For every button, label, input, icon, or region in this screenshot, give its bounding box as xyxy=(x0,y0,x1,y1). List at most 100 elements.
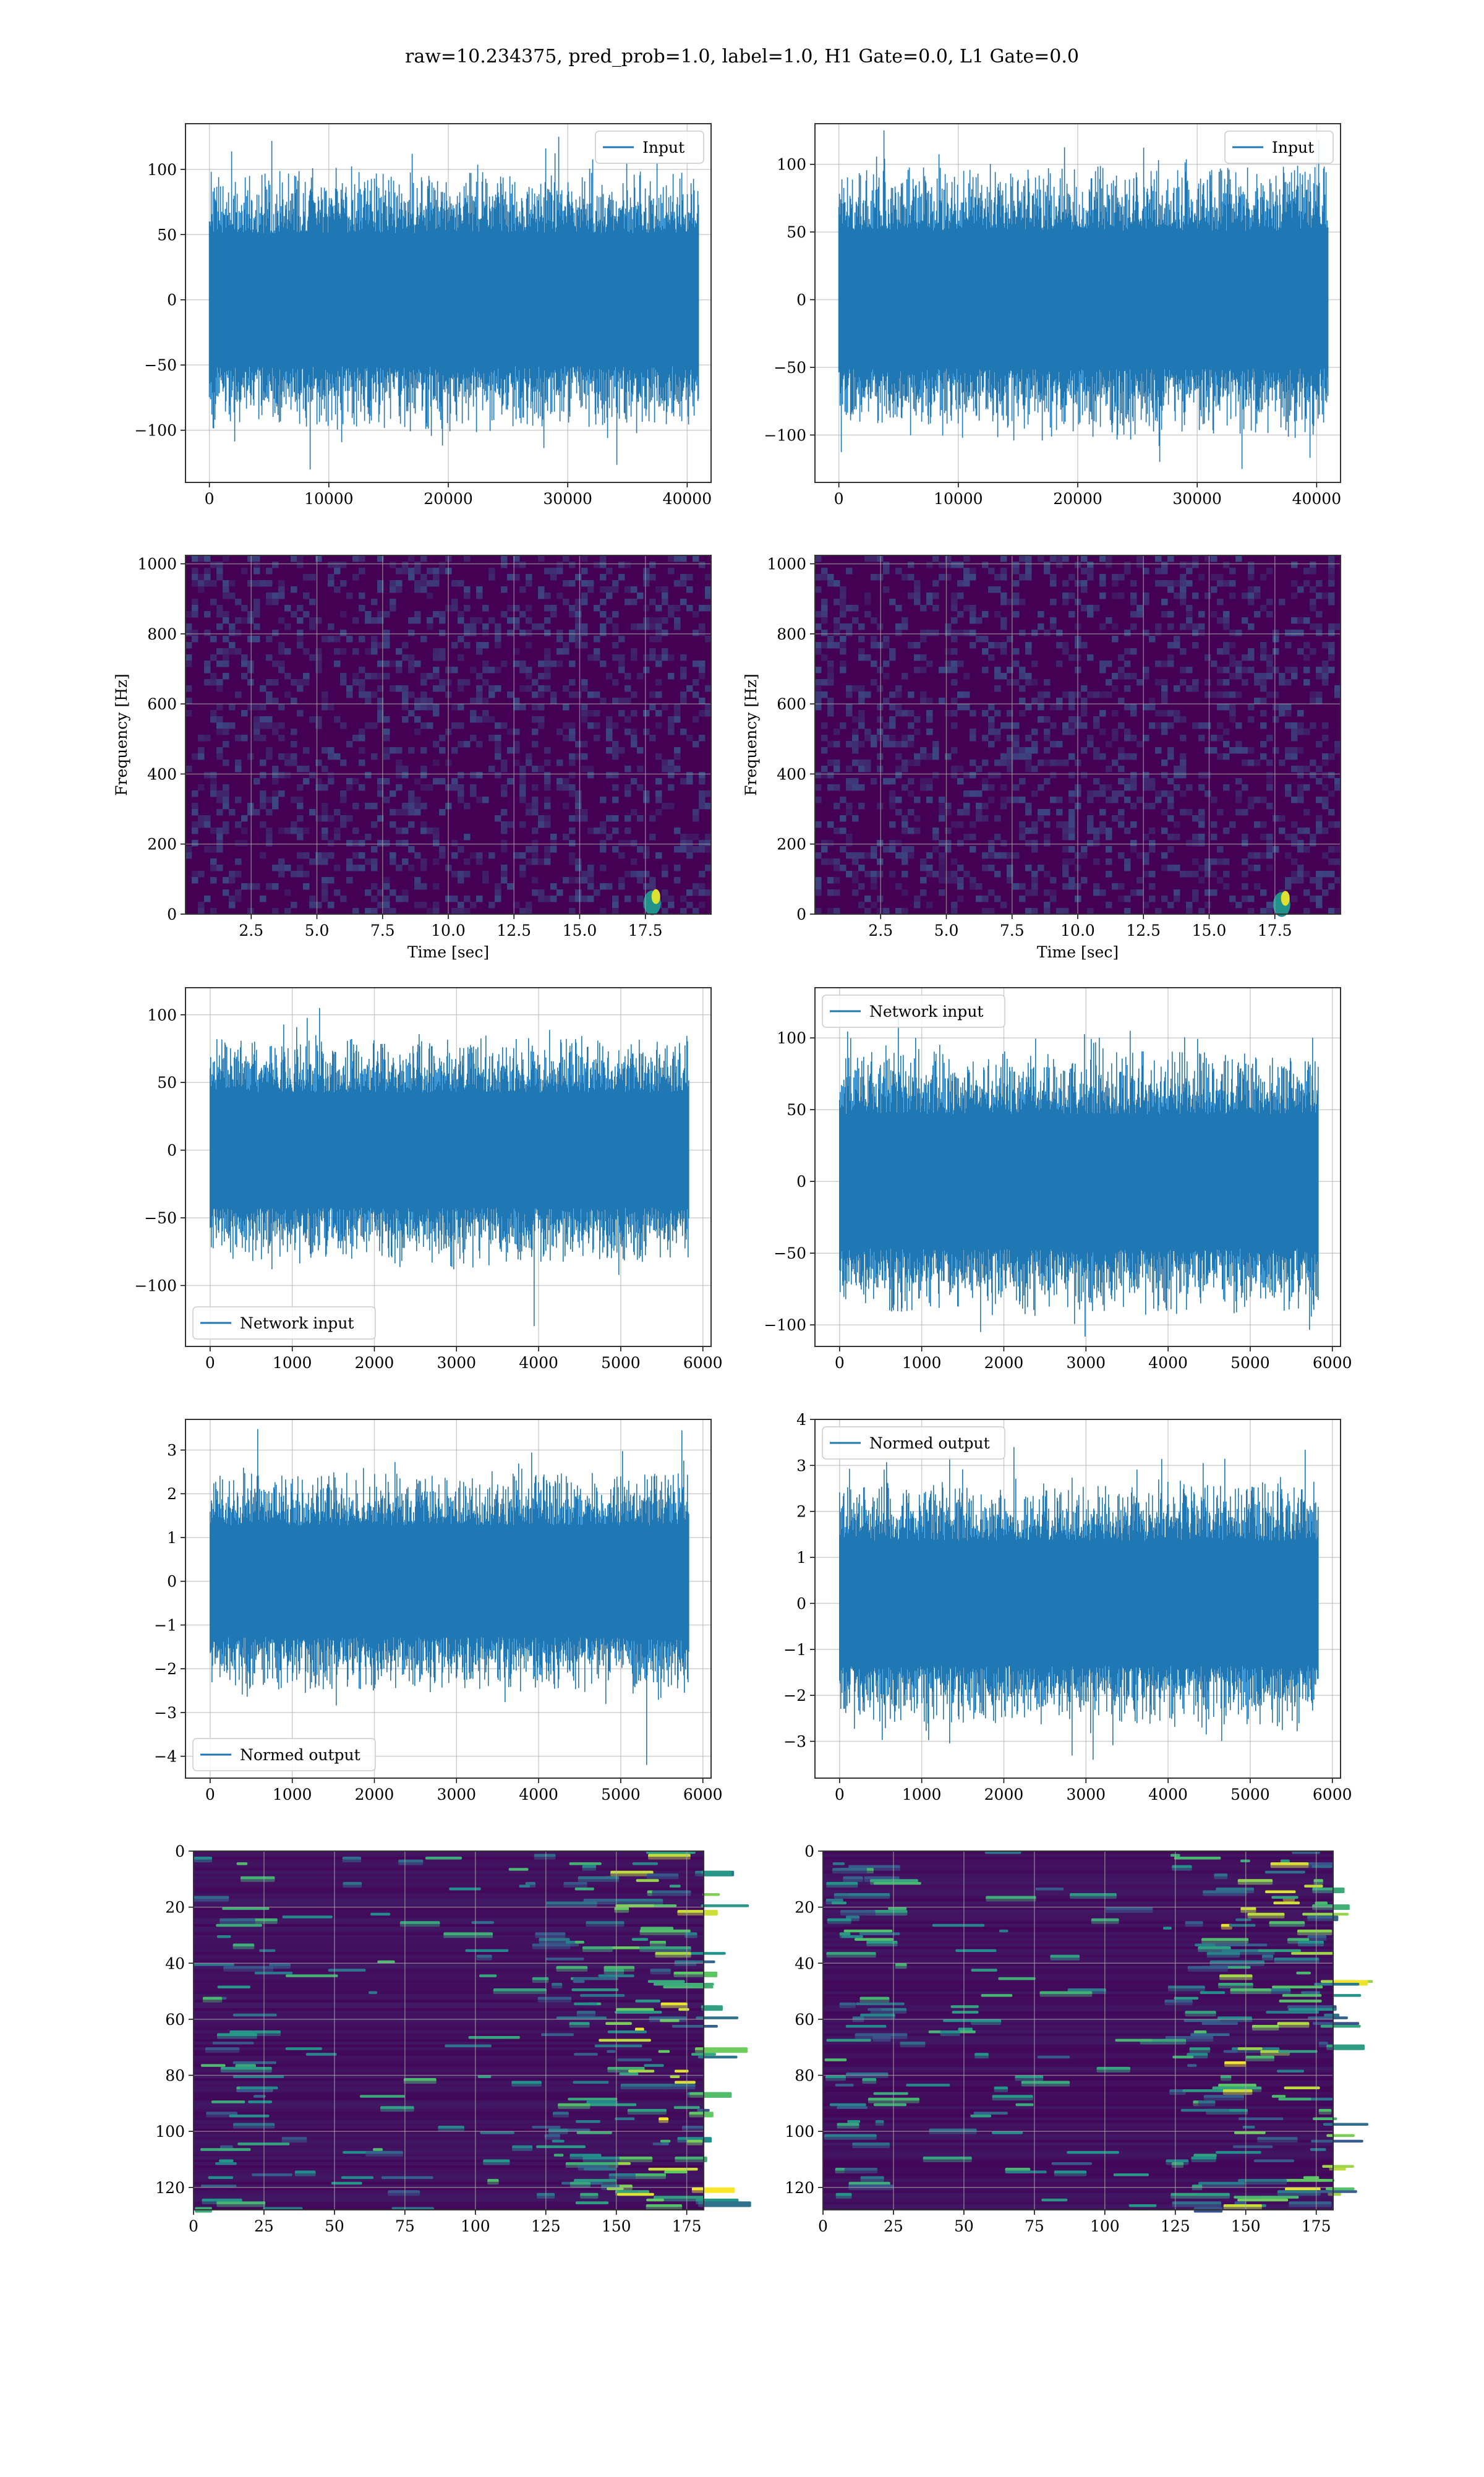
x-tick-label: 0 xyxy=(835,1786,845,1803)
x-tick-label: 2000 xyxy=(984,1354,1024,1372)
chart-raw-input-left: 0 10000 20000 30000 40000 −100 −50 0 50 100 Input xyxy=(134,123,712,508)
y-tick-label: 100 xyxy=(785,2123,814,2141)
legend-label: Normed output xyxy=(240,1746,360,1764)
y-tick-label: 400 xyxy=(777,765,806,783)
x-tick-label: 4000 xyxy=(1148,1786,1188,1803)
chart-spectrogram-right: 2.5 5.0 7.5 10.0 12.5 15.0 17.5 0 200 400 600 800 10… xyxy=(742,555,1341,961)
chart-feature-map-left: 0 25 50 75 100 125 150 175 0 20 40 60 80 100 120 xyxy=(155,1842,751,2235)
x-tick-label: 1000 xyxy=(902,1354,942,1372)
y-tick-label: 800 xyxy=(777,625,806,643)
x-tick-label: 125 xyxy=(1161,2217,1190,2235)
x-tick-label: 25 xyxy=(884,2217,903,2235)
axes-frame xyxy=(185,123,712,483)
y-tick-label: −3 xyxy=(154,1704,177,1722)
x-tick-label: 12.5 xyxy=(1126,922,1161,939)
y-tick-label: 40 xyxy=(795,1954,814,1972)
x-tick-label: 175 xyxy=(1302,2217,1331,2235)
legend-box xyxy=(822,1426,1005,1460)
y-tick-label: 3 xyxy=(167,1442,177,1460)
y-tick-label: 80 xyxy=(165,2067,185,2085)
x-tick-label: 175 xyxy=(672,2217,702,2235)
series-line-normed-output xyxy=(839,1447,1319,1760)
x-tick-label: 10000 xyxy=(934,490,983,508)
axes-frame xyxy=(814,987,1341,1347)
x-tick-label: 1000 xyxy=(902,1786,942,1803)
x-tick-label: 2000 xyxy=(355,1786,394,1803)
legend: Normed output xyxy=(192,1738,376,1771)
legend: Network input xyxy=(822,995,1005,1028)
y-tick-label: 120 xyxy=(155,2179,185,2197)
x-tick-label: 5000 xyxy=(1230,1354,1270,1372)
y-tick-label: 600 xyxy=(147,695,177,713)
x-tick-label: 125 xyxy=(531,2217,561,2235)
axes-frame xyxy=(185,555,712,915)
x-tick-label: 0 xyxy=(834,490,844,508)
y-tick-label: 3 xyxy=(796,1457,806,1474)
y-tick-label: 50 xyxy=(787,1101,806,1119)
legend: Network input xyxy=(192,1306,376,1340)
x-axis-label: Time [sec] xyxy=(407,943,489,961)
x-tick-label: 0 xyxy=(189,2217,198,2235)
chart-normed-output-right: 0 1000 2000 3000 4000 5000 6000 −3 −2 −1 0 1 2 3 4 Norm… xyxy=(783,1411,1352,1803)
y-tick-label: 200 xyxy=(147,836,177,853)
legend: Input xyxy=(595,130,704,164)
legend-label: Input xyxy=(642,139,684,156)
x-tick-label: 15.0 xyxy=(1192,922,1227,939)
y-tick-label: 100 xyxy=(777,156,806,174)
y-tick-label: 100 xyxy=(147,161,177,179)
y-tick-label: 0 xyxy=(175,1842,185,1860)
y-tick-label: 100 xyxy=(777,1029,806,1047)
y-tick-label: −100 xyxy=(764,1316,806,1334)
y-tick-label: 1000 xyxy=(137,555,177,573)
x-axis-label: Time [sec] xyxy=(1037,943,1119,961)
y-tick-label: 1 xyxy=(796,1549,806,1567)
chirp-peak xyxy=(1281,891,1290,906)
axes-frame xyxy=(814,555,1341,915)
legend-box xyxy=(595,130,704,164)
x-tick-label: 150 xyxy=(1231,2217,1261,2235)
x-tick-label: 5000 xyxy=(1230,1786,1270,1803)
y-tick-label: −2 xyxy=(154,1660,177,1678)
y-tick-label: −100 xyxy=(764,426,806,444)
y-tick-label: 40 xyxy=(165,1954,185,1972)
axes-frame xyxy=(814,123,1341,483)
chart-spectrogram-left: 2.5 5.0 7.5 10.0 12.5 15.0 17.5 0 200 400 600 800 10… xyxy=(113,555,712,961)
y-tick-label: 60 xyxy=(795,2011,814,2029)
x-tick-label: 5.0 xyxy=(305,922,330,939)
x-tick-label: 25 xyxy=(254,2217,274,2235)
x-tick-label: 17.5 xyxy=(1258,922,1292,939)
series-line-input xyxy=(208,137,699,469)
y-tick-label: −50 xyxy=(144,356,177,374)
figure-title: raw=10.234375, pred_prob=1.0, label=1.0,… xyxy=(405,46,1079,67)
y-tick-label: 1000 xyxy=(767,555,806,573)
x-tick-label: 3000 xyxy=(437,1786,476,1803)
axes-frame xyxy=(193,1850,704,2210)
x-tick-label: 20000 xyxy=(424,490,473,508)
y-tick-label: 80 xyxy=(795,2067,814,2085)
y-axis-label: Frequency [Hz] xyxy=(742,674,760,796)
chart-raw-input-right: 0 10000 20000 30000 40000 −100 −50 0 50 100 Input xyxy=(764,123,1341,508)
x-tick-label: 3000 xyxy=(437,1354,476,1372)
legend-label: Input xyxy=(1272,139,1314,156)
x-tick-label: 4000 xyxy=(519,1786,558,1803)
series-line-network-input xyxy=(210,1007,689,1327)
y-tick-label: −100 xyxy=(134,1277,177,1295)
y-tick-label: 600 xyxy=(777,695,806,713)
axes-frame xyxy=(185,987,712,1347)
x-tick-label: 0 xyxy=(205,1786,215,1803)
x-tick-label: 2000 xyxy=(355,1354,394,1372)
chart-feature-map-right: 0 25 50 75 100 125 150 175 0 20 40 60 80 100 120 xyxy=(785,1842,1373,2235)
y-tick-label: 0 xyxy=(796,905,806,923)
y-tick-label: −50 xyxy=(774,359,806,377)
x-tick-label: 30000 xyxy=(1172,490,1222,508)
legend-box xyxy=(192,1738,376,1771)
y-tick-label: 20 xyxy=(795,1899,814,1917)
x-tick-label: 2000 xyxy=(984,1786,1024,1803)
y-tick-label: 50 xyxy=(157,1074,177,1092)
axes-frame xyxy=(814,1419,1341,1779)
x-tick-label: 100 xyxy=(461,2217,490,2235)
chirp-peak xyxy=(651,889,660,904)
x-tick-label: 4000 xyxy=(519,1354,558,1372)
x-tick-label: 3000 xyxy=(1066,1786,1106,1803)
y-tick-label: 100 xyxy=(147,1006,177,1024)
